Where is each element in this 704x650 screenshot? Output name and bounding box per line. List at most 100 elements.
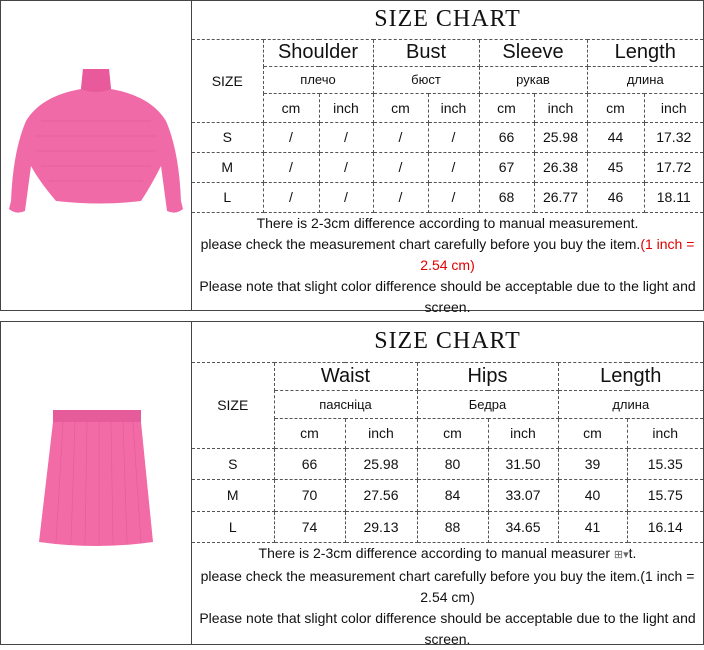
note-inch-conversion: (1 inch = 2.54 cm) — [420, 235, 695, 273]
sweater-image — [1, 1, 192, 310]
value-cell: / — [262, 151, 320, 183]
value-cell: / — [372, 121, 429, 153]
notes: There is 2-3cm difference according to m… — [192, 211, 704, 318]
header-length: Length — [557, 361, 703, 391]
note-color: Please note that slight color difference… — [199, 609, 696, 647]
size-cell: M — [192, 151, 264, 183]
header-length-ru: длина — [557, 389, 703, 419]
value-cell: / — [427, 151, 480, 183]
note-check: please check the measurement chart caref… — [192, 234, 703, 276]
unit-cm: cm — [478, 92, 535, 123]
sweater-size-table: SIZE CHART SIZE Shoulder Bust Sleeve Len… — [192, 1, 704, 318]
value-cell: 31.50 — [487, 447, 559, 480]
note-difference-text: There is 2-3cm difference according to m… — [258, 544, 611, 561]
size-cell: S — [192, 447, 275, 480]
size-cell: M — [192, 478, 275, 512]
unit-inch: inch — [487, 417, 559, 449]
note-difference-end: t. — [628, 544, 637, 561]
size-cell: S — [192, 121, 264, 153]
value-cell: 44 — [586, 121, 645, 153]
unit-inch: inch — [318, 92, 374, 123]
value-cell: 26.38 — [533, 151, 588, 183]
unit-inch: inch — [626, 417, 703, 449]
table-row: S 66 25.98 80 31.50 39 15.35 — [192, 447, 703, 480]
units-row: cm inch cm inch cm inch — [192, 417, 703, 449]
header-hips-ru: Бедра — [416, 389, 559, 419]
header-bust: Bust — [372, 38, 480, 67]
value-cell: 29.13 — [344, 510, 418, 543]
table-row: L 74 29.13 88 34.65 41 16.14 — [192, 510, 703, 543]
value-cell: 27.56 — [344, 478, 418, 512]
value-cell: 74 — [273, 510, 346, 543]
size-header: SIZE — [192, 38, 264, 123]
unit-cm: cm — [372, 92, 429, 123]
size-chart-title: SIZE CHART — [192, 322, 703, 363]
notes: There is 2-3cm difference according to m… — [192, 541, 703, 650]
value-cell: / — [318, 121, 374, 153]
value-cell: 67 — [478, 151, 535, 183]
header-length: Length — [586, 38, 704, 67]
value-cell: 84 — [416, 478, 489, 512]
header-waist: Waist — [273, 361, 418, 391]
skirt-size-panel: SIZE CHART SIZE Waist Hips Length паясні… — [0, 321, 704, 650]
size-cell: L — [192, 510, 275, 543]
unit-cm: cm — [263, 92, 320, 123]
value-cell: / — [318, 181, 374, 213]
value-cell: 66 — [478, 121, 535, 153]
unit-cm: cm — [274, 417, 346, 449]
value-cell: 16.14 — [626, 510, 703, 543]
sweater-size-panel: SIZE CHART SIZE Shoulder Bust Sleeve Len… — [0, 0, 704, 318]
table-row: M 70 27.56 84 33.07 40 15.75 — [192, 478, 703, 512]
value-cell: / — [318, 151, 374, 183]
table-row: L / / //68 26.77 46 18.11 — [192, 181, 704, 213]
value-cell: 46 — [586, 181, 645, 213]
value-cell: 45 — [586, 151, 645, 183]
header-sleeve-ru: рукав — [478, 65, 588, 94]
value-cell: 17.32 — [643, 121, 704, 153]
size-cell: L — [192, 181, 264, 213]
value-cell: 25.98 — [344, 447, 418, 480]
header-bust-ru: бюст — [372, 65, 480, 94]
note-color: Please note that slight color difference… — [199, 277, 696, 315]
skirt-size-table: SIZE CHART SIZE Waist Hips Length паясні… — [192, 322, 703, 650]
skirt-image — [1, 322, 192, 644]
value-cell: 15.75 — [626, 478, 703, 512]
value-cell: 25.98 — [533, 121, 588, 153]
table-row: S / / //66 25.98 44 17.32 — [192, 121, 704, 153]
value-cell: 26.77 — [533, 181, 588, 213]
table-row: M / / //67 26.38 45 17.72 — [192, 151, 704, 183]
value-cell: 40 — [557, 478, 628, 512]
unit-cm: cm — [416, 417, 489, 449]
value-cell: / — [372, 151, 429, 183]
note-check: please check the measurement chart caref… — [200, 567, 695, 605]
value-cell: 18.11 — [643, 181, 704, 213]
value-cell: / — [427, 121, 480, 153]
value-cell: 68 — [478, 181, 535, 213]
value-cell: 41 — [557, 510, 628, 543]
value-cell: 66 — [273, 447, 346, 480]
note-difference: There is 2-3cm difference according to m… — [256, 214, 639, 231]
value-cell: / — [427, 181, 480, 213]
unit-inch: inch — [533, 92, 588, 123]
size-header: SIZE — [192, 361, 275, 449]
unit-inch: inch — [344, 417, 418, 449]
value-cell: / — [262, 121, 320, 153]
value-cell: 80 — [416, 447, 489, 480]
value-cell: 88 — [416, 510, 489, 543]
value-cell: 33.07 — [487, 478, 559, 512]
header-hips: Hips — [416, 361, 559, 391]
value-cell: 34.65 — [487, 510, 559, 543]
unit-inch: inch — [427, 92, 480, 123]
header-length-ru: длина — [586, 65, 704, 94]
value-cell: 39 — [557, 447, 628, 480]
note-difference: There is 2-3cm difference according to m… — [192, 543, 703, 566]
unit-cm: cm — [557, 417, 628, 449]
unit-cm: cm — [586, 92, 645, 123]
note-check-text: please check the measurement chart caref… — [200, 235, 641, 252]
value-cell: 15.35 — [626, 447, 703, 480]
value-cell: 17.72 — [643, 151, 704, 183]
header-sleeve: Sleeve — [478, 38, 588, 67]
table-options-icon[interactable]: ⊞▾ — [613, 548, 629, 561]
header-waist-ru: паясніца — [274, 389, 418, 419]
value-cell: 70 — [273, 478, 346, 512]
